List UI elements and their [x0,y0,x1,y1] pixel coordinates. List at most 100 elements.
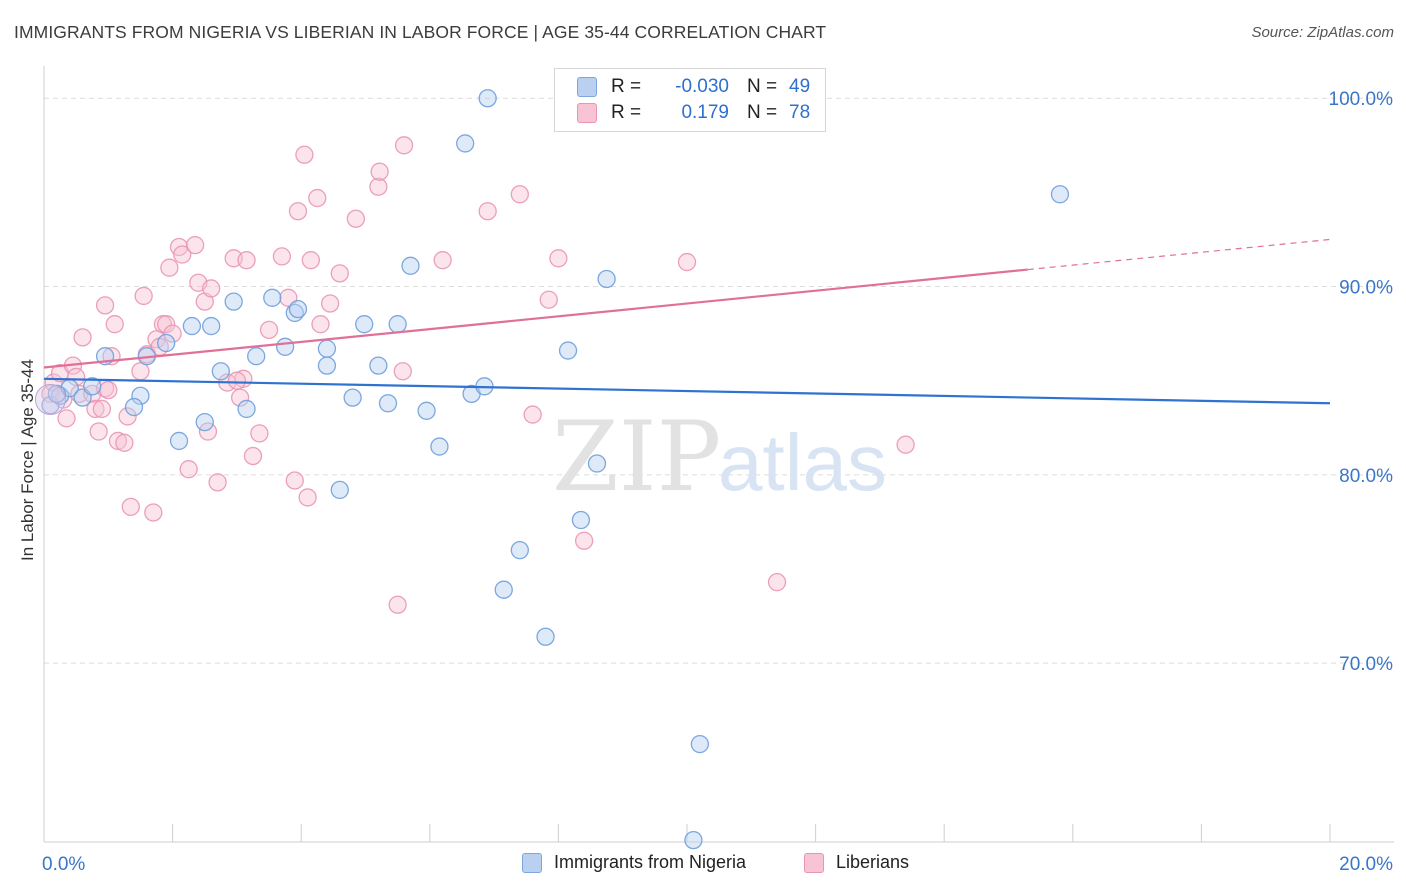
liberians-point [308,188,327,208]
liberians-point [272,247,292,266]
nigeria-point [1050,185,1070,204]
liberians-point [95,296,115,315]
trend-lines [43,238,1331,405]
legend-r-value: 0.179 [681,102,729,123]
liberians-point [478,202,497,221]
legend-row-nigeria: R = -0.030 N = 49 [577,75,810,99]
liberians-point [311,315,330,334]
liberians-point [73,328,92,347]
nigeria-point [587,454,607,473]
liberians-point [259,320,279,339]
nigeria-point [131,386,150,405]
nigeria-point [343,388,362,407]
liberians-point [285,471,304,490]
liberians-point [121,497,140,516]
nigeria-point [211,362,230,381]
y-axis-label: In Labor Force | Age 35-44 [18,359,37,561]
nigeria-point [456,134,475,153]
liberians-point [388,595,407,614]
liberians-points [41,92,915,614]
liberians-point [202,279,221,298]
liberians-point [157,315,176,334]
liberians-point [510,185,529,204]
liberians-point [288,202,308,221]
watermark: ZIP atlas [552,401,887,513]
legend-n-label: N = [747,76,778,97]
nigeria-legend-swatch [522,852,542,873]
liberians-point [57,409,76,428]
liberians-point [433,251,452,270]
correlation-legend: R = -0.030 N = 49 R = 0.179 N = 78 [554,68,826,132]
liberians-point [185,235,205,255]
series-legend: Immigrants from Nigeria Liberians [0,852,1406,878]
liberians-point [243,446,263,466]
liberians-point [767,573,787,592]
liberians-point [574,531,594,550]
liberians-swatch [577,103,597,123]
chart-title: IMMIGRANTS FROM NIGERIA VS LIBERIAN IN L… [14,22,827,42]
watermark-atlas: atlas [718,418,887,507]
axes [43,66,1394,843]
x-tick-label: 20.0% [1339,854,1393,875]
nigeria-point [494,580,513,599]
liberians-point [523,405,542,424]
legend-item-liberians[interactable]: Liberians [804,852,909,873]
liberians-point [369,177,388,196]
nigeria-point [224,292,243,311]
nigeria-point [275,337,295,356]
nigeria-point [597,269,616,289]
liberians-point [370,162,389,181]
legend-r-label: R = [611,76,642,97]
liberians-point [105,315,124,334]
nigeria-point [684,830,703,850]
nigeria-point [317,339,337,358]
liberians-point [115,433,134,452]
nigeria-point [317,356,337,375]
nigeria-point [288,299,308,319]
nigeria-point [478,89,497,108]
y-tick-label: 80.0% [1339,466,1393,487]
liberians-point [250,424,269,443]
liberians-point [295,145,314,164]
nigeria-point [247,347,266,366]
legend-item-label: Liberians [836,852,910,872]
y-tick-label: 70.0% [1339,654,1393,675]
x-tick-label: 0.0% [42,854,85,875]
liberians-point [160,258,179,277]
nigeria-point [571,510,591,530]
liberians-point [298,488,317,507]
liberians-point [330,264,349,283]
liberians-point [896,435,915,454]
liberians-point [99,380,118,400]
liberians-point [179,460,198,479]
nigeria-point [510,540,529,560]
y-tick-label: 90.0% [1339,278,1393,299]
liberians-point [118,407,137,426]
nigeria-point [430,437,449,456]
liberians-point [108,431,128,451]
nigeria-point [157,333,176,353]
nigeria-point [195,412,214,432]
nigeria-point [124,397,144,417]
legend-r-label: R = [611,102,642,123]
liberians-point [320,294,340,313]
legend-item-nigeria[interactable]: Immigrants from Nigeria [522,852,746,873]
liberians-point [134,286,153,306]
liberians-point [237,251,256,270]
liberians-legend-swatch [804,852,824,873]
nigeria-point [41,396,60,415]
nigeria-point [237,399,256,419]
legend-item-label: Immigrants from Nigeria [554,852,747,872]
liberians-point [67,367,86,387]
liberians-point [549,249,568,268]
nigeria-point [263,288,282,307]
nigeria-point [369,356,388,375]
cluster-point [34,384,66,416]
legend-r-value: -0.030 [675,76,729,97]
liberians-trend-line [43,268,1028,369]
liberians-point [163,324,182,343]
nigeria-point [330,480,349,500]
nigeria-point [536,627,555,646]
nigeria-point [83,377,102,396]
